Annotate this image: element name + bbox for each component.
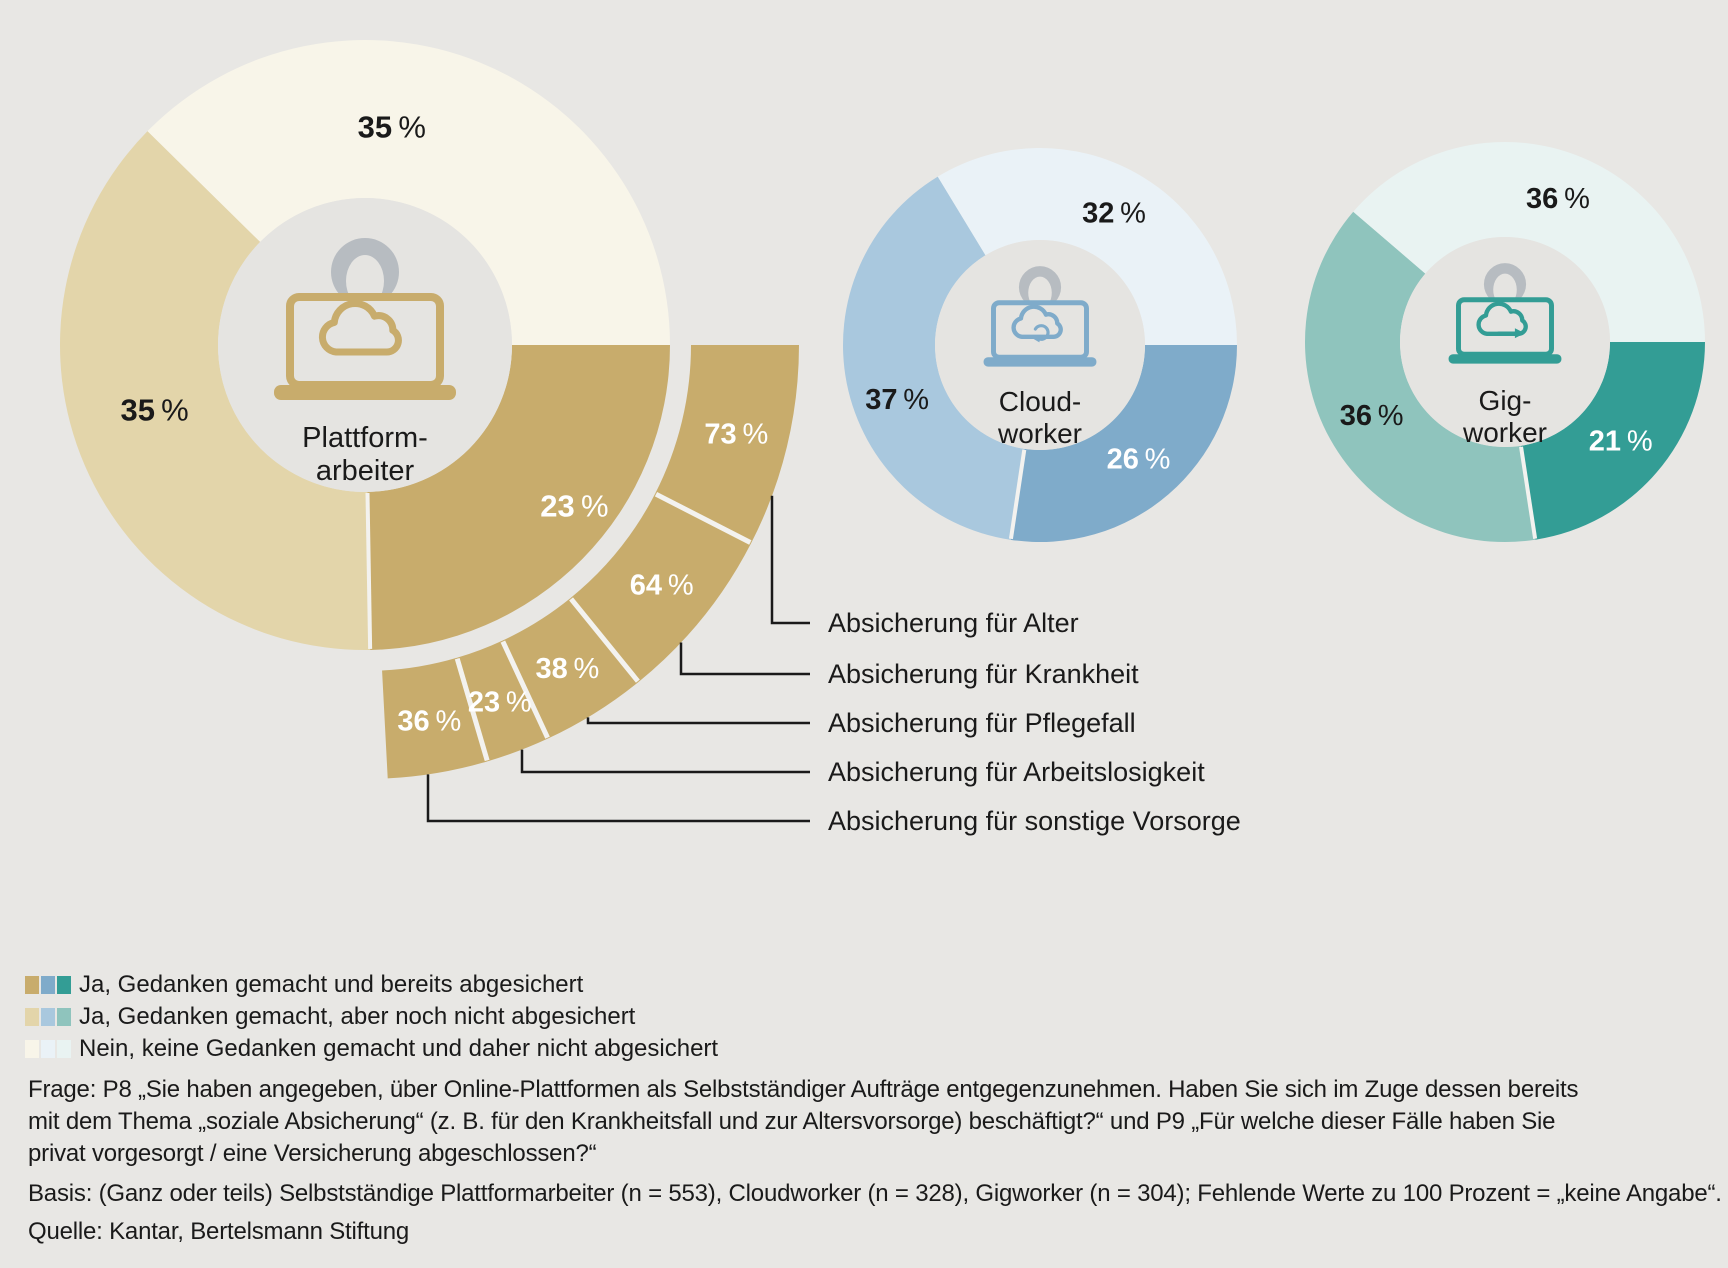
callout-label-0: Absicherung für Alter [828,608,1079,638]
footnote-frage: Frage: P8 „Sie haben angegeben, über Onl… [28,1074,1579,1170]
donut-center-label: worker [997,418,1082,449]
legend-label: Ja, Gedanken gemacht und bereits abgesic… [79,971,584,998]
callout-line-4 [426,774,810,823]
donut-center-label: Cloud- [999,386,1081,417]
donut-2-segment-1 [1305,211,1536,542]
segment-separator [365,492,373,649]
callout-label-3: Absicherung für Arbeitslosigkeit [828,757,1205,787]
donut-0-percent-0: 23 % [540,488,608,523]
arrow-right-icon [1497,328,1525,339]
donut-2-percent-2: 36 % [1526,183,1590,215]
donut-center-label: Gig- [1479,385,1532,416]
breakdown-percent-3: 23 % [468,686,532,718]
breakdown-segment-2 [502,598,639,739]
legend-item-0: Ja, Gedanken gemacht und bereits abgesic… [25,973,583,997]
callout-label-4: Absicherung für sonstige Vorsorge [828,806,1241,836]
donut-plattformarbeiter: 23 % 35 % 35 % [60,39,670,650]
donut-1-percent-1: 37 % [865,384,929,416]
breakdown-arc: 73 %64 %38 %23 %36 % [382,345,799,779]
laptop-base [1448,354,1562,364]
breakdown-percent-1: 64 % [630,570,694,602]
donut-charts-canvas: 23 % 35 % 35 % Plattform-arbeiter 26 % 37 % 32… [60,39,1705,836]
sync-arrows-icon [1031,324,1050,343]
legend-swatch [41,976,55,994]
footnote-quelle: Quelle: Kantar, Bertelsmann Stiftung [28,1218,410,1245]
legend-swatch [57,976,71,994]
legend-swatch [57,1040,71,1058]
donut-1-segment-1 [842,176,1025,540]
donut-center-label: arbeiter [316,455,415,487]
donut-1-segment-2 [937,148,1237,345]
breakdown-separator [654,491,752,545]
donut-0-segment-2 [147,39,670,345]
legend-swatch [41,1008,55,1026]
callout-label-2: Absicherung für Pflegefall [828,708,1136,738]
callout-line-1 [679,642,810,676]
donut-2-percent-1: 36 % [1340,400,1404,432]
segment-separator [1008,449,1027,540]
legend-swatch [25,1008,39,1026]
donut-0-segment-0 [367,345,670,650]
donut-0-percent-1: 35 % [120,392,188,427]
breakdown-separator [454,658,490,762]
callout-line-0 [770,495,810,625]
segment-separator [1519,446,1538,540]
laptop-cloud-sync-icon [983,266,1097,367]
legend-swatch [25,1040,39,1058]
donut-2-segment-2 [1353,142,1705,342]
donut-1-segment-0 [1010,345,1237,542]
breakdown-separator [500,640,550,739]
donut-2-percent-0: 21 % [1589,425,1653,457]
laptop-cloud-icon [274,238,456,400]
legend-item-1: Ja, Gedanken gemacht, aber noch nicht ab… [25,1005,635,1029]
donut-center-label: Plattform- [302,422,428,454]
donut-center-label: worker [1462,417,1547,448]
breakdown-segment-1 [570,493,752,682]
donut-0-percent-2: 35 % [358,109,426,144]
legend-swatch [41,1040,55,1058]
laptop-cloud-arrow-icon [1448,263,1562,364]
donut-1-percent-2: 32 % [1082,197,1146,229]
callout-line-2 [586,717,810,725]
laptop-base [274,385,456,400]
donut-1-percent-0: 26 % [1107,443,1171,475]
footnote-basis: Basis: (Ganz oder teils) Selbstständige … [28,1180,1722,1207]
callout-label-1: Absicherung für Krankheit [828,659,1139,689]
frage-line: privat vorgesorgt / eine Versicherung ab… [28,1140,597,1167]
breakdown-segment-0 [655,345,799,543]
breakdown-percent-2: 38 % [535,653,599,685]
legend-swatch [57,1008,71,1026]
donut-0-segment-1 [60,131,371,650]
donut-2-segment-0 [1520,342,1705,540]
breakdown-percent-0: 73 % [704,419,768,451]
legend-item-2: Nein, keine Gedanken gemacht und daher n… [25,1037,718,1061]
frage-line: mit dem Thema „soziale Absicherung“ (z. … [28,1108,1556,1135]
cloud-icon [1476,301,1528,336]
frage-line: Frage: P8 „Sie haben angegeben, über Onl… [28,1076,1579,1103]
cloud-icon [318,300,402,356]
legend-swatch [25,976,39,994]
legend-label: Nein, keine Gedanken gemacht und daher n… [79,1035,719,1062]
legend-label: Ja, Gedanken gemacht, aber noch nicht ab… [79,1003,636,1030]
laptop-base [983,357,1097,367]
callout-line-3 [520,749,810,774]
breakdown-segment-4 [382,657,488,779]
breakdown-percent-4: 36 % [397,706,461,738]
breakdown-separator [569,597,640,683]
